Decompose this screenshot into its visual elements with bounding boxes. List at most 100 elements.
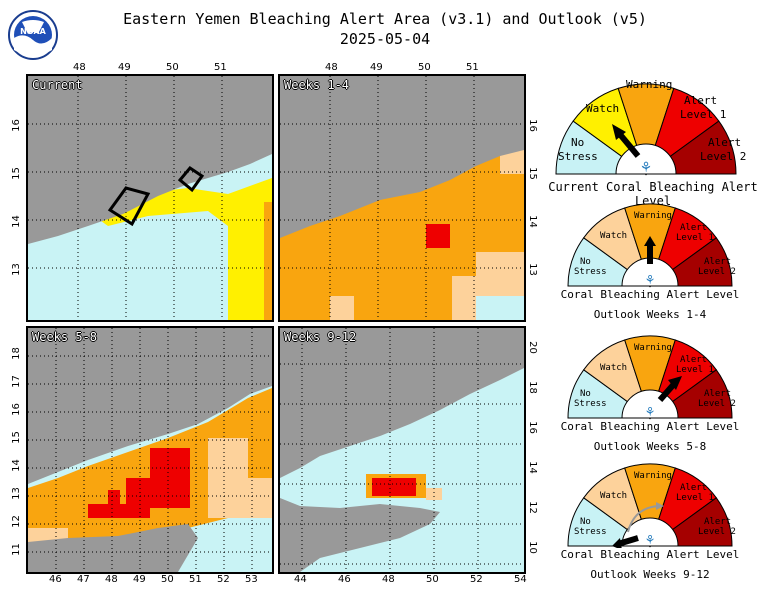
lon-tick: 48 — [105, 574, 118, 585]
gauge-alert1-label: Alert — [680, 223, 707, 233]
page-title: Eastern Yemen Bleaching Alert Area (v3.1… — [123, 10, 647, 28]
lon-tick: 50 — [426, 574, 439, 585]
coral-icon: ⚘ — [646, 272, 654, 288]
gauge-no-stress-label: No — [571, 136, 584, 149]
lon-tick: 51 — [466, 62, 479, 73]
lon-tick: 48 — [73, 62, 86, 73]
lat-tick: 10 — [526, 541, 538, 554]
lat-tick: 13 — [10, 263, 22, 276]
lon-tick: 50 — [418, 62, 431, 73]
map-panel-weeks-1-4[interactable]: Weeks 1-4 — [278, 74, 526, 322]
gauge-alert2-label: Level 2 — [700, 150, 746, 163]
gauge-alert2-label: Alert — [704, 517, 731, 527]
gauge-title: Coral Bleaching Alert Level — [560, 288, 740, 301]
lat-tick: 12 — [10, 515, 22, 528]
lon-tick: 52 — [470, 574, 483, 585]
gauge-no-stress-label: No — [580, 517, 591, 527]
lon-tick: 49 — [370, 62, 383, 73]
lat-tick: 15 — [10, 431, 22, 444]
gauge-alert1-label: Alert — [680, 483, 707, 493]
noaa-logo: NOAA — [8, 10, 58, 60]
lon-tick: 46 — [338, 574, 351, 585]
gauge-warning-label: Warning — [634, 343, 672, 353]
gauge-current: No Stress Watch Warning Alert Level 1 Al… — [546, 74, 758, 208]
lat-tick: 18 — [526, 381, 538, 394]
lon-tick: 50 — [166, 62, 179, 73]
lon-tick: 44 — [294, 574, 307, 585]
lat-tick: 12 — [526, 501, 538, 514]
gauge-alert2-label: Alert — [708, 136, 741, 149]
map-panel-current[interactable]: Current — [26, 74, 274, 322]
lat-tick: 16 — [526, 421, 538, 434]
lon-tick: 49 — [118, 62, 131, 73]
lat-tick: 17 — [10, 375, 22, 388]
gauge-subtitle: Outlook Weeks 1-4 — [593, 308, 707, 321]
gauge-title: Coral Bleaching Alert Level — [560, 548, 740, 561]
alert-area-polygons — [107, 166, 205, 227]
gauge-watch-label: Watch — [586, 102, 619, 115]
lon-tick: 49 — [133, 574, 146, 585]
lat-tick: 14 — [526, 461, 538, 474]
gauge-weeks-1-4: No Stress Watch Warning Alert Level 1 Al… — [560, 202, 740, 321]
gauge-alert1-label: Alert — [684, 94, 717, 107]
gauge-no-stress-label: Stress — [574, 527, 607, 537]
gauge-subtitle: Outlook Weeks 9-12 — [590, 568, 710, 581]
lat-tick: 15 — [10, 167, 22, 180]
gauge-alert1-label: Level 1 — [676, 233, 714, 243]
lat-tick: 15 — [526, 167, 538, 180]
gauge-weeks-5-8: No Stress Watch Warning Alert Level 1 Al… — [560, 334, 740, 453]
gauge-subtitle: Outlook Weeks 5-8 — [593, 440, 707, 453]
gauge-alert1-label: Level 1 — [680, 108, 726, 121]
gauge-no-stress-label: Stress — [558, 150, 598, 163]
map-panel-weeks-9-12[interactable]: Weeks 9-12 — [278, 326, 526, 574]
lon-tick: 52 — [217, 574, 230, 585]
gauge-alert2-label: Level 2 — [698, 399, 736, 409]
map-panel-weeks-5-8[interactable]: Weeks 5-8 — [26, 326, 274, 574]
lat-tick: 14 — [10, 459, 22, 472]
lon-tick: 50 — [161, 574, 174, 585]
lon-tick: 47 — [77, 574, 90, 585]
lat-tick: 16 — [526, 119, 538, 132]
gauge-warning-label: Warning — [634, 211, 672, 221]
panel-label-weeks-1-4: Weeks 1-4 — [284, 78, 350, 92]
gauge-alert2-label: Alert — [704, 389, 731, 399]
gauge-alert1-label: Alert — [680, 355, 707, 365]
lon-tick: 53 — [245, 574, 258, 585]
gauge-warning-label: Warning — [626, 78, 672, 91]
gauge-alert1-label: Level 1 — [676, 365, 714, 375]
gauge-watch-label: Watch — [600, 363, 627, 373]
gauge-no-stress-label: No — [580, 389, 591, 399]
lat-tick: 18 — [10, 347, 22, 360]
coral-icon: ⚘ — [646, 404, 654, 420]
panel-label-current: Current — [32, 78, 83, 92]
gauge-no-stress-label: Stress — [574, 267, 607, 277]
gauge-weeks-9-12: No Stress Watch Warning Alert Level 1 Al… — [560, 462, 740, 581]
gauge-watch-label: Watch — [600, 491, 627, 501]
gauge-title: Coral Bleaching Alert Level — [560, 420, 740, 433]
gauge-alert2-label: Level 2 — [698, 267, 736, 277]
lat-tick: 13 — [526, 263, 538, 276]
lat-tick: 14 — [10, 215, 22, 228]
lon-tick: 48 — [325, 62, 338, 73]
coral-icon: ⚘ — [641, 157, 651, 176]
lat-tick: 13 — [10, 487, 22, 500]
lon-tick: 51 — [214, 62, 227, 73]
lat-tick: 11 — [10, 543, 22, 556]
lat-tick: 16 — [10, 119, 22, 132]
lon-tick: 51 — [189, 574, 202, 585]
coral-icon: ⚘ — [646, 532, 654, 548]
lat-tick: 16 — [10, 403, 22, 416]
gauge-no-stress-label: Stress — [574, 399, 607, 409]
panel-label-weeks-5-8: Weeks 5-8 — [32, 330, 98, 344]
lat-tick: 20 — [526, 341, 538, 354]
gauge-no-stress-label: No — [580, 257, 591, 267]
panel-label-weeks-9-12: Weeks 9-12 — [284, 330, 357, 344]
gauge-watch-label: Watch — [600, 231, 627, 241]
lon-tick: 48 — [382, 574, 395, 585]
lon-tick: 46 — [49, 574, 62, 585]
gauge-warning-label: Warning — [634, 471, 672, 481]
gauge-alert1-label: Level 1 — [676, 493, 714, 503]
noaa-logo-text: NOAA — [20, 27, 46, 36]
lon-tick: 54 — [514, 574, 527, 585]
gauge-alert2-label: Alert — [704, 257, 731, 267]
